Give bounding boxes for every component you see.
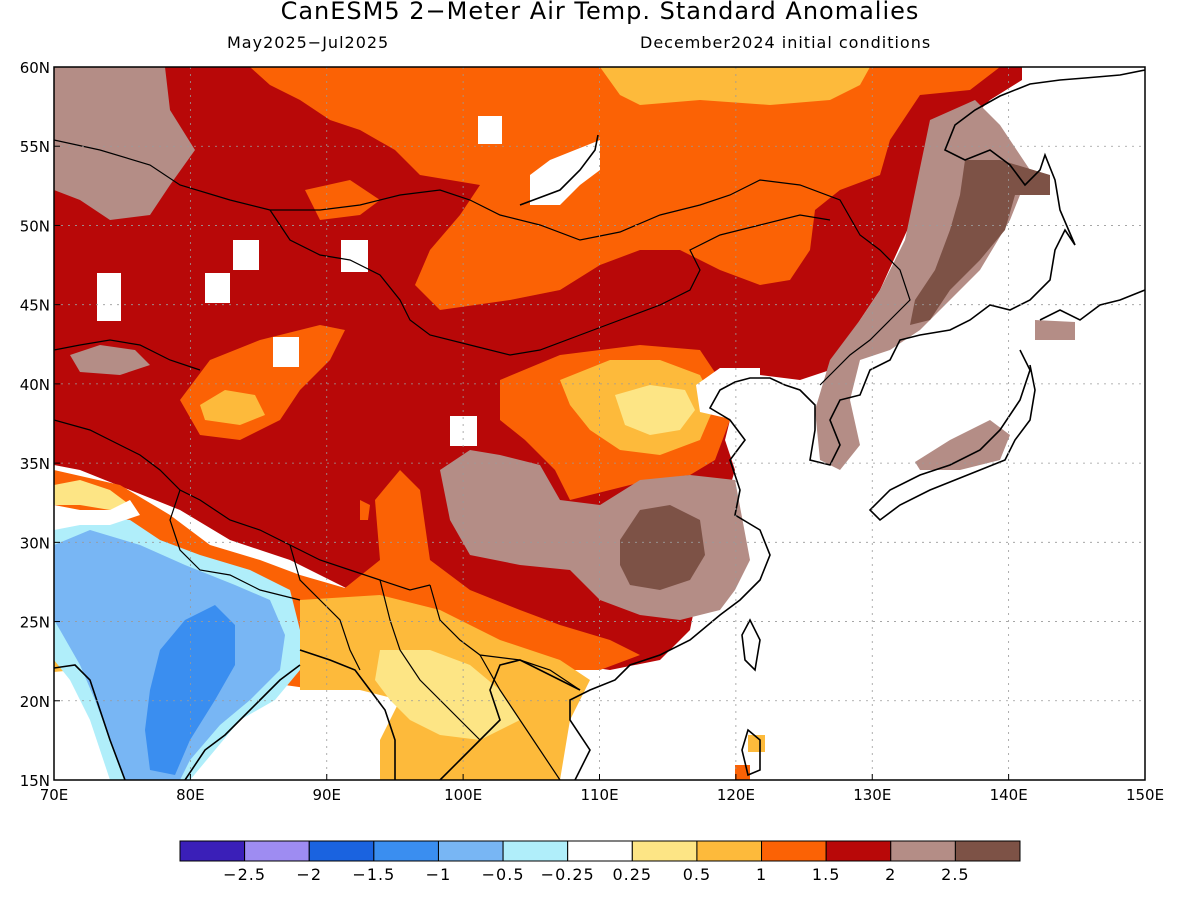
lon-tick-label: 70E — [40, 786, 69, 804]
anomaly-fields — [54, 67, 1145, 780]
lon-tick-label: 120E — [717, 786, 755, 804]
colorbar-swatch — [631, 840, 698, 862]
lon-tick-label: 150E — [1126, 786, 1164, 804]
field-2-5-hokkaido — [1035, 320, 1075, 340]
lat-tick-label: 50N — [20, 217, 50, 235]
colorbar-swatch — [373, 840, 439, 862]
colorbar-swatch — [954, 840, 1021, 862]
field-2-5-japan — [915, 420, 1010, 470]
colorbar-label: −0.25 — [541, 865, 595, 884]
lon-tick-label: 140E — [990, 786, 1028, 804]
initial-conditions: December2024 initial conditions — [640, 33, 932, 52]
colorbar-swatch — [761, 840, 827, 862]
colorbar — [179, 840, 1021, 862]
longitude-axis: 70E 80E 90E 100E 110E 120E 130E 140E 150E — [40, 774, 1164, 804]
colorbar-label: −0.5 — [482, 865, 525, 884]
field-1-5-xinjiang-spot — [360, 500, 370, 520]
map-title: CanESM5 2−Meter Air Temp. Standard Anoma… — [280, 0, 920, 25]
lat-tick-label: 30N — [20, 534, 50, 552]
field-0-5-india-west — [54, 480, 130, 510]
forecast-period: May2025−Jul2025 — [227, 33, 390, 52]
lat-tick-label: 20N — [20, 693, 50, 711]
colorbar-label: 1 — [756, 865, 767, 884]
lon-tick-label: 100E — [444, 786, 482, 804]
colorbar-label: −1.5 — [352, 865, 395, 884]
colorbar-swatch — [179, 840, 246, 862]
lon-tick-label: 80E — [176, 786, 205, 804]
field-1-0-north — [600, 67, 870, 105]
latitude-axis: 60N 55N 50N 45N 40N 35N 30N 25N 20N 15N — [20, 59, 60, 790]
colorbar-swatch — [567, 840, 633, 862]
country-borders — [54, 139, 911, 780]
colorbar-swatch — [308, 840, 375, 862]
lat-tick-label: 40N — [20, 376, 50, 394]
colorbar-label: 2 — [885, 865, 896, 884]
colorbar-swatch — [890, 840, 956, 862]
field-0-5-china-east — [615, 385, 695, 435]
colorbar-label: 0.25 — [612, 865, 652, 884]
colorbar-label: 0.5 — [683, 865, 711, 884]
colorbar-labels: −2.5 −2 −1.5 −1 −0.5 −0.25 0.25 0.5 1 1.5 2 2.5 — [223, 865, 969, 884]
lat-tick-label: 35N — [20, 455, 50, 473]
field-2-5-caspian — [70, 345, 150, 375]
lon-tick-label: 130E — [853, 786, 891, 804]
colorbar-swatch — [825, 840, 892, 862]
lon-tick-label: 90E — [312, 786, 341, 804]
colorbar-label: −1 — [426, 865, 452, 884]
colorbar-swatch — [502, 840, 569, 862]
field-3-0-south-china — [620, 505, 705, 590]
colorbar-swatch — [696, 840, 763, 862]
masked-cells — [54, 116, 760, 530]
lat-tick-label: 60N — [20, 59, 50, 77]
colorbar-label: −2.5 — [223, 865, 266, 884]
lat-tick-label: 45N — [20, 297, 50, 315]
lat-tick-label: 15N — [20, 772, 50, 790]
lat-tick-label: 55N — [20, 138, 50, 156]
colorbar-label: −2 — [296, 865, 322, 884]
field-3-0-manchuria — [910, 160, 1050, 325]
colorbar-label: 2.5 — [941, 865, 969, 884]
colorbar-label: 1.5 — [812, 865, 840, 884]
field-0-5-southeast-asia — [375, 650, 520, 740]
coastlines — [54, 69, 1145, 780]
field-1-0-tarim — [200, 390, 265, 425]
lat-tick-label: 25N — [20, 614, 50, 632]
colorbar-swatch — [437, 840, 504, 862]
lon-tick-label: 110E — [580, 786, 618, 804]
colorbar-swatch — [244, 840, 310, 862]
field-1-5-north — [250, 67, 1000, 310]
field-2-5-central-asia — [54, 67, 195, 220]
